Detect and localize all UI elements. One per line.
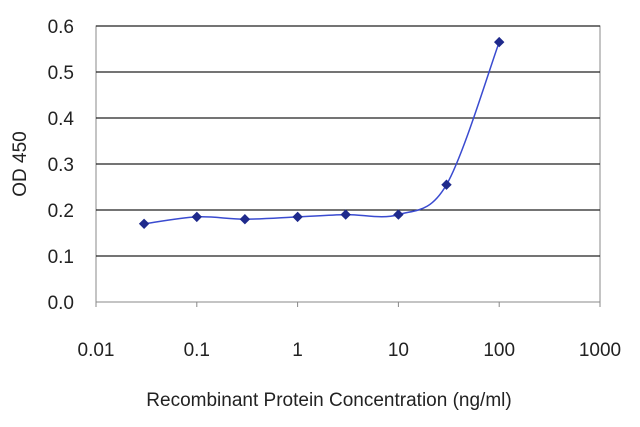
data-point <box>441 179 452 190</box>
data-points <box>138 36 505 230</box>
series-line <box>143 41 500 225</box>
x-axis-label: Recombinant Protein Concentration (ng/ml… <box>146 390 511 411</box>
y-tick-label: 0.6 <box>48 17 74 38</box>
data-point <box>393 209 404 220</box>
y-tick-label: 0.0 <box>48 293 74 314</box>
x-tick-label: 100 <box>483 340 515 361</box>
x-tick-label: 1000 <box>579 340 621 361</box>
y-axis-ticks: 0.0 0.1 0.2 0.3 0.4 0.5 0.6 <box>48 17 75 314</box>
gridlines <box>96 25 600 257</box>
x-tick-label: 0.01 <box>78 340 115 361</box>
y-tick-label: 0.2 <box>48 201 74 222</box>
data-point <box>191 211 203 223</box>
y-tick-label: 0.3 <box>48 155 74 176</box>
x-tick-label: 1 <box>292 340 303 361</box>
y-tick-label: 0.5 <box>48 63 74 84</box>
x-tick-label: 10 <box>388 340 409 361</box>
data-point <box>340 209 351 220</box>
data-point <box>292 211 303 223</box>
y-tick-label: 0.4 <box>48 109 75 130</box>
data-point <box>493 36 505 48</box>
data-point <box>239 213 251 225</box>
y-axis-label: OD 450 <box>10 131 31 196</box>
data-point <box>138 218 150 230</box>
y-tick-label: 0.1 <box>48 247 74 268</box>
x-axis-ticks: 0.01 0.1 1 10 100 1000 <box>78 302 621 361</box>
x-tick-label: 0.1 <box>184 340 210 361</box>
